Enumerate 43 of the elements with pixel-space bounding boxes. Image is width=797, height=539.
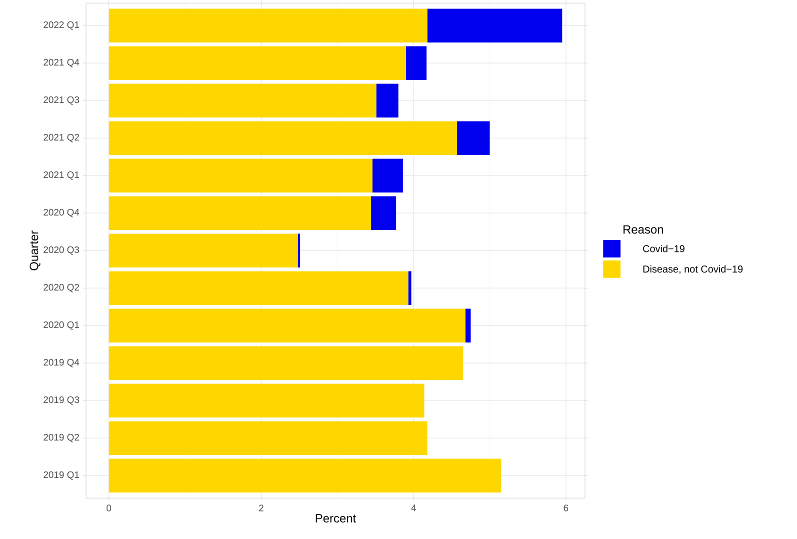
y-tick-label: 2020 Q4 <box>44 208 80 218</box>
x-tick-label: 2 <box>259 504 264 512</box>
legend-label: Covid−19 <box>643 244 684 252</box>
bar <box>108 346 464 380</box>
bar <box>108 421 428 455</box>
y-tick-label: 2020 Q1 <box>44 321 80 330</box>
y-tick-label: 2021 Q1 <box>44 171 80 180</box>
bar <box>108 196 371 230</box>
bar <box>457 121 490 155</box>
bar <box>108 158 372 192</box>
bar <box>376 84 398 118</box>
y-tick-label: 2019 Q3 <box>44 396 80 405</box>
y-tick-label: 2021 Q2 <box>44 134 80 142</box>
bar <box>108 121 458 155</box>
bar <box>108 234 298 268</box>
y-tick-label: 2019 Q4 <box>44 358 80 368</box>
legend-label: Disease, not Covid−19 <box>643 265 743 274</box>
y-tick-label: 2021 Q4 <box>44 58 80 68</box>
y-axis-title: Quarter <box>30 230 40 270</box>
bar <box>406 46 427 80</box>
y-tick-label: 2022 Q1 <box>44 21 80 30</box>
bar <box>372 158 403 192</box>
bar <box>108 384 424 418</box>
y-tick-label: 2019 Q1 <box>44 471 80 480</box>
bar <box>108 271 408 305</box>
x-axis-title: Percent <box>316 514 356 522</box>
y-tick-label: 2021 Q3 <box>44 96 80 105</box>
bar <box>108 8 428 42</box>
y-tick-label: 2020 Q3 <box>44 246 80 255</box>
bar <box>108 458 502 492</box>
bar <box>108 46 406 80</box>
x-tick-label: 4 <box>411 504 416 512</box>
bar <box>108 308 466 342</box>
legend-title: Reason <box>624 225 663 234</box>
x-tick-label: 6 <box>564 504 568 512</box>
x-tick-label: 0 <box>106 504 112 512</box>
bar <box>108 84 376 118</box>
bar <box>465 308 471 342</box>
bar <box>427 8 562 42</box>
bar <box>370 196 396 230</box>
bar <box>408 271 412 305</box>
y-tick-label: 2020 Q2 <box>44 284 80 292</box>
y-tick-label: 2019 Q2 <box>44 434 80 442</box>
